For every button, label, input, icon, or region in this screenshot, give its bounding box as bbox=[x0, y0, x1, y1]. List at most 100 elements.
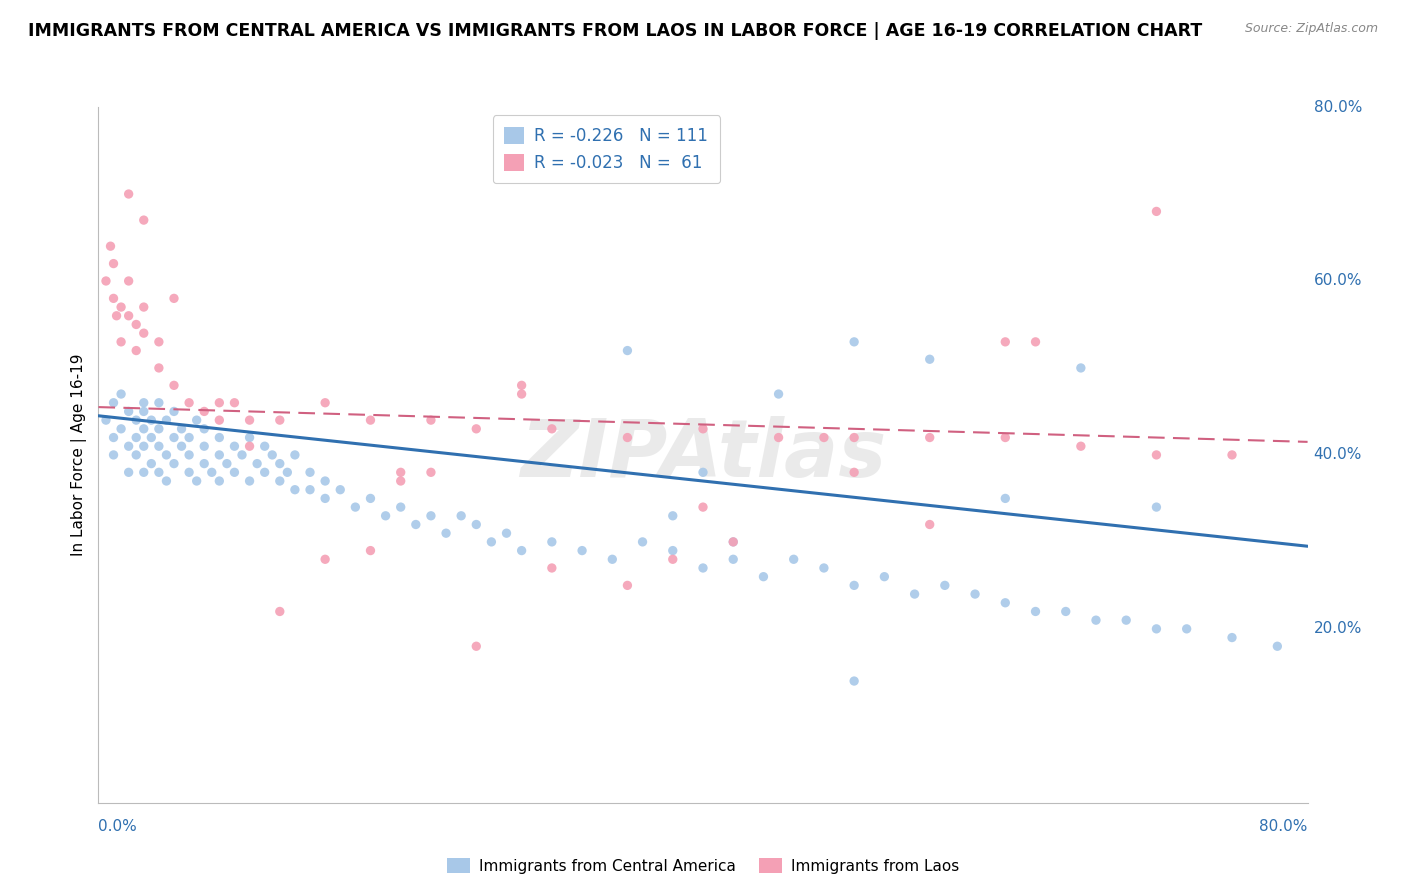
Point bbox=[269, 605, 291, 619]
Point bbox=[148, 466, 170, 480]
Point bbox=[434, 526, 457, 541]
Point bbox=[215, 457, 238, 471]
Point bbox=[994, 431, 1017, 445]
Point bbox=[94, 274, 117, 288]
Point bbox=[276, 466, 298, 480]
Point bbox=[1024, 605, 1046, 619]
Point bbox=[132, 300, 155, 314]
Point bbox=[208, 448, 231, 462]
Point bbox=[540, 561, 562, 575]
Legend: Immigrants from Central America, Immigrants from Laos: Immigrants from Central America, Immigra… bbox=[441, 852, 965, 880]
Legend: R = -0.226   N = 111, R = -0.023   N =  61: R = -0.226 N = 111, R = -0.023 N = 61 bbox=[492, 115, 720, 184]
Point bbox=[495, 526, 517, 541]
Point bbox=[873, 570, 896, 584]
Point bbox=[616, 578, 638, 592]
Point bbox=[540, 422, 562, 436]
Point bbox=[118, 404, 141, 418]
Point bbox=[110, 334, 132, 349]
Point bbox=[239, 413, 262, 427]
Text: 20.0%: 20.0% bbox=[1313, 622, 1362, 636]
Point bbox=[208, 474, 231, 488]
Point bbox=[419, 508, 441, 523]
Point bbox=[721, 534, 744, 549]
Point bbox=[1070, 439, 1092, 453]
Point bbox=[1175, 622, 1198, 636]
Point bbox=[1144, 204, 1167, 219]
Point bbox=[782, 552, 804, 566]
Point bbox=[510, 387, 533, 401]
Point bbox=[103, 431, 125, 445]
Point bbox=[692, 561, 714, 575]
Point bbox=[163, 404, 186, 418]
Point bbox=[125, 431, 148, 445]
Point bbox=[965, 587, 987, 601]
Point bbox=[904, 587, 927, 601]
Point bbox=[253, 439, 276, 453]
Point bbox=[103, 291, 125, 305]
Point bbox=[1115, 613, 1137, 627]
Point bbox=[132, 396, 155, 410]
Point bbox=[994, 596, 1017, 610]
Point bbox=[103, 256, 125, 270]
Point bbox=[118, 439, 141, 453]
Point bbox=[262, 448, 284, 462]
Point bbox=[314, 474, 336, 488]
Point bbox=[768, 387, 790, 401]
Point bbox=[844, 334, 866, 349]
Point bbox=[994, 491, 1017, 506]
Point bbox=[389, 474, 412, 488]
Point bbox=[125, 318, 148, 332]
Point bbox=[239, 439, 262, 453]
Point bbox=[692, 466, 714, 480]
Point bbox=[177, 431, 201, 445]
Point bbox=[148, 396, 170, 410]
Point bbox=[110, 422, 132, 436]
Point bbox=[105, 309, 128, 323]
Point bbox=[118, 309, 141, 323]
Point bbox=[510, 543, 533, 558]
Point bbox=[918, 352, 941, 367]
Point bbox=[239, 431, 262, 445]
Point bbox=[934, 578, 956, 592]
Point bbox=[1054, 605, 1077, 619]
Point bbox=[239, 474, 262, 488]
Point bbox=[661, 552, 683, 566]
Point bbox=[692, 500, 714, 514]
Point bbox=[201, 466, 224, 480]
Point bbox=[269, 413, 291, 427]
Point bbox=[132, 404, 155, 418]
Point bbox=[419, 466, 441, 480]
Point bbox=[1085, 613, 1108, 627]
Point bbox=[631, 534, 654, 549]
Point bbox=[208, 413, 231, 427]
Point bbox=[141, 413, 163, 427]
Point bbox=[94, 413, 117, 427]
Point bbox=[752, 570, 775, 584]
Point bbox=[170, 422, 193, 436]
Point bbox=[110, 387, 132, 401]
Point bbox=[155, 448, 177, 462]
Point bbox=[177, 448, 201, 462]
Point bbox=[768, 431, 790, 445]
Point bbox=[314, 396, 336, 410]
Point bbox=[132, 422, 155, 436]
Text: 80.0%: 80.0% bbox=[1313, 100, 1362, 114]
Point bbox=[1144, 622, 1167, 636]
Point bbox=[389, 500, 412, 514]
Point bbox=[1144, 448, 1167, 462]
Point bbox=[103, 396, 125, 410]
Point bbox=[231, 448, 253, 462]
Point bbox=[481, 534, 503, 549]
Point bbox=[450, 508, 472, 523]
Point bbox=[1070, 360, 1092, 375]
Point bbox=[616, 431, 638, 445]
Point bbox=[918, 431, 941, 445]
Point bbox=[661, 543, 683, 558]
Point bbox=[918, 517, 941, 532]
Point bbox=[465, 639, 488, 653]
Point bbox=[269, 457, 291, 471]
Point bbox=[253, 466, 276, 480]
Point bbox=[132, 439, 155, 453]
Point bbox=[374, 508, 396, 523]
Point bbox=[224, 466, 246, 480]
